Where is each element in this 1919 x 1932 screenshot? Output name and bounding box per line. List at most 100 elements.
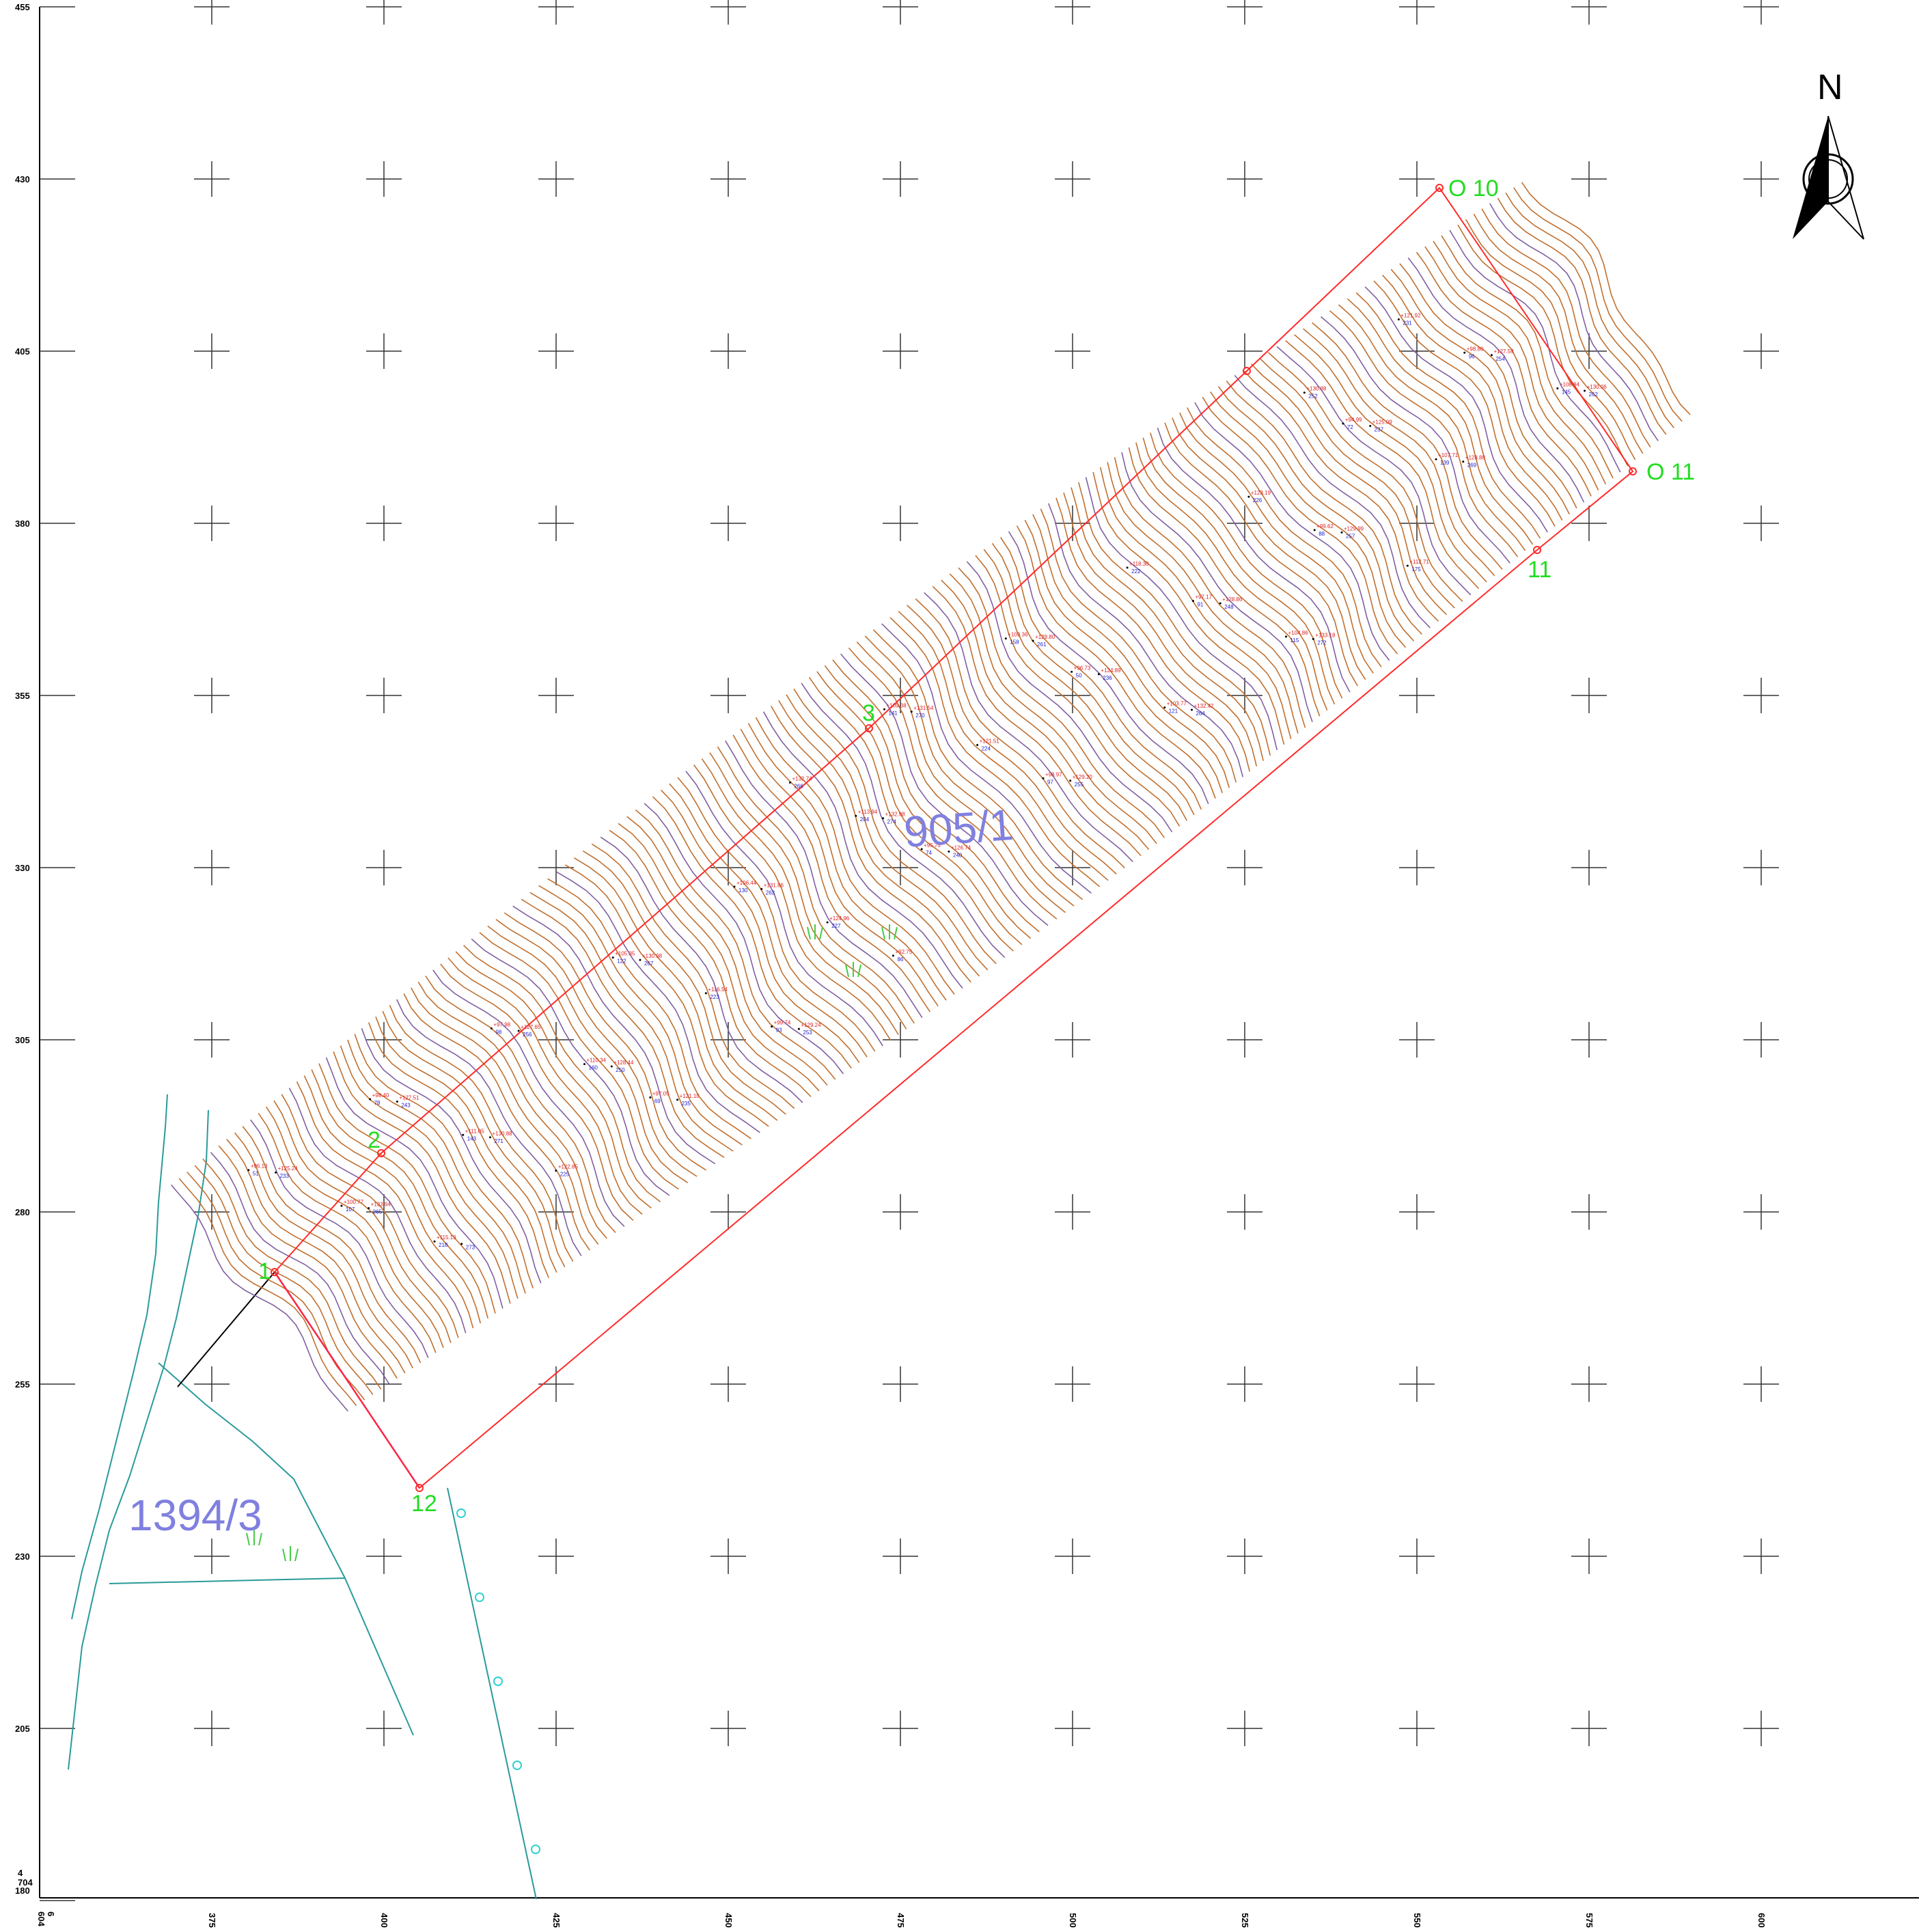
contour-line (747, 723, 947, 1001)
survey-point-dot (883, 708, 886, 710)
survey-point-dot (1369, 424, 1372, 427)
grid-cross (194, 1366, 230, 1402)
survey-point-elevation: +109.38 (887, 702, 907, 708)
contour-line (1024, 519, 1223, 794)
survey-point-elevation: +124.89 (1101, 667, 1121, 674)
contour-line (512, 905, 716, 1165)
survey-point-elevation: +110.34 (587, 1058, 607, 1064)
parcel-label-905-1: 905/1 (902, 800, 1015, 857)
contour-line (915, 598, 1125, 868)
survey-point-id: 122 (617, 958, 626, 965)
survey-point-id: 263 (766, 889, 775, 896)
survey-point-elevation: +133.94 (371, 1201, 391, 1207)
contour-line (889, 617, 1101, 887)
grid-cross (710, 1538, 746, 1574)
survey-point: +133.94 265 (368, 1201, 391, 1215)
survey-point: +128.88 269 (1462, 455, 1485, 469)
grid-cross (1227, 1366, 1262, 1402)
survey-point-dot (676, 1099, 679, 1101)
grid-cross (1571, 0, 1607, 25)
contour-line (600, 836, 803, 1103)
survey-point-elevation: +121.51 (980, 739, 1000, 745)
vertex-marker (1533, 546, 1541, 554)
contour-line (340, 1045, 519, 1299)
survey-point-elevation: +92.75 (895, 949, 912, 955)
survey-point-elevation: +96.13 (251, 1163, 268, 1170)
survey-point-elevation: +128.88 (1465, 455, 1486, 461)
survey-point: +129.24 253 (797, 1022, 821, 1036)
survey-point-dot (1435, 458, 1437, 460)
contour-line (1355, 292, 1541, 539)
survey-point-id: 145 (1562, 389, 1571, 396)
survey-point-elevation: +130.98 (642, 953, 663, 959)
contour-line (582, 850, 786, 1115)
survey-point-id: 227 (831, 923, 841, 929)
grid-cross (710, 850, 746, 885)
survey-point-elevation: +95.75 (924, 842, 941, 848)
contour-line (786, 694, 989, 971)
contour-line (801, 682, 1006, 958)
survey-point-dot (1163, 706, 1166, 709)
contour-line (848, 647, 1058, 920)
contour-line (463, 945, 661, 1202)
survey-point-id: 98 (495, 1029, 501, 1035)
survey-point-dot (247, 1169, 250, 1172)
survey-point: +127.51 243 (396, 1095, 419, 1109)
survey-point-elevation: +127.65 (521, 1024, 541, 1030)
survey-point: 273 (460, 1243, 475, 1251)
survey-point-dot (892, 954, 894, 957)
contour-line (1320, 316, 1510, 564)
survey-point-dot (1397, 318, 1400, 321)
survey-point-dot (1462, 460, 1465, 463)
contour-line (1329, 310, 1519, 557)
y-origin-prefix-text: 4 704 (18, 1868, 33, 1888)
contour-line (1267, 352, 1463, 603)
contour-line (242, 1126, 422, 1364)
contour-line (701, 758, 899, 1035)
grid-cross (538, 333, 574, 369)
grid-cross (194, 1022, 230, 1058)
survey-point-id: 264 (1196, 710, 1205, 717)
survey-point-dot (1004, 637, 1007, 640)
contour-line (1202, 396, 1398, 654)
contour-line (425, 976, 616, 1233)
survey-point-dot (1126, 566, 1129, 569)
grid-cross (1399, 161, 1435, 197)
survey-point-elevation: +100.77 (344, 1199, 364, 1205)
grid-cross (1571, 1711, 1607, 1746)
survey-point-elevation: +121.92 (1400, 313, 1421, 319)
contour-line (669, 783, 868, 1058)
grid-cross (194, 1538, 230, 1574)
survey-point-dot (948, 850, 950, 853)
grid-cross (1055, 0, 1090, 25)
survey-point-id: 74 (926, 850, 932, 856)
survey-point-id: 96 (1469, 353, 1475, 359)
grid-cross (538, 1194, 574, 1230)
contour-line (1085, 477, 1278, 751)
y-tick-label: 180 (15, 1886, 30, 1896)
survey-point-id: 223 (710, 994, 719, 1000)
survey-point-id: 222 (1131, 568, 1141, 575)
contour-line (1416, 251, 1592, 497)
contour-line (864, 635, 1075, 907)
contour-line (1078, 482, 1271, 756)
contour-line (975, 555, 1181, 827)
survey-point: +131.54 270 (910, 705, 934, 719)
survey-point-elevation: +98.97 (1045, 771, 1062, 777)
survey-point-dot (368, 1206, 370, 1209)
grid-cross (710, 0, 746, 25)
y-tick-label: 380 (15, 519, 30, 529)
contour-line (677, 777, 876, 1052)
contour-line (932, 585, 1142, 857)
